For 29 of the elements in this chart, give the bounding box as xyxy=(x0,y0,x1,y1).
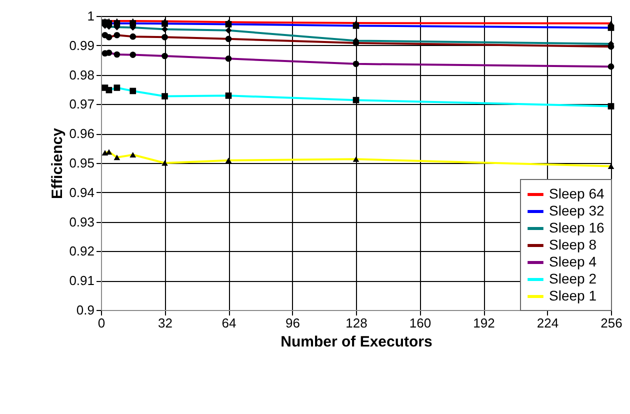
y-tick-label: 0.93 xyxy=(69,214,94,230)
legend-label: Sleep 32 xyxy=(549,202,604,218)
x-tick-label: 192 xyxy=(473,316,495,330)
y-tick-label: 0.94 xyxy=(69,184,94,200)
legend-label: Sleep 1 xyxy=(549,288,597,304)
y-tick-label: 1 xyxy=(87,8,94,24)
x-tick-label: 0 xyxy=(98,316,106,330)
y-tick-label: 0.95 xyxy=(69,156,94,170)
x-tick-label: 256 xyxy=(600,316,622,330)
y-tick-label: 0.92 xyxy=(69,244,94,259)
legend-label: Sleep 8 xyxy=(549,236,597,252)
x-tick-label: 160 xyxy=(409,316,432,330)
y-axis-title: Efficiency xyxy=(49,127,66,199)
legend-label: Sleep 2 xyxy=(549,270,597,286)
y-tick-label: 0.99 xyxy=(69,38,94,53)
legend-label: Sleep 16 xyxy=(549,220,604,236)
y-tick-label: 0.91 xyxy=(69,273,94,288)
y-tick-label: 0.97 xyxy=(69,96,94,112)
x-tick-label: 224 xyxy=(536,316,559,330)
x-tick-label: 96 xyxy=(286,316,300,330)
x-tick-label: 128 xyxy=(346,316,368,330)
legend-label: Sleep 4 xyxy=(549,254,597,270)
x-axis-title: Number of Executors xyxy=(280,334,432,350)
y-tick-label: 0.9 xyxy=(76,302,94,318)
legend-label: Sleep 64 xyxy=(549,186,604,202)
y-tick-label: 0.96 xyxy=(69,126,94,142)
y-tick-label: 0.98 xyxy=(69,67,94,82)
x-tick-label: 32 xyxy=(158,316,172,330)
x-tick-label: 64 xyxy=(222,316,236,330)
